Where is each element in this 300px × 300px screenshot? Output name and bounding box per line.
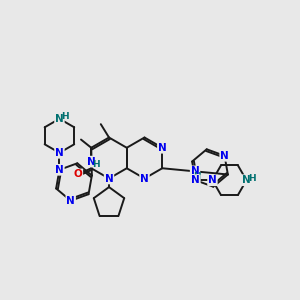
Text: O: O	[74, 169, 82, 179]
Text: H: H	[193, 172, 201, 181]
Text: N: N	[66, 196, 75, 206]
Text: H: H	[92, 160, 99, 169]
Text: N: N	[55, 148, 64, 158]
Text: H: H	[61, 112, 68, 121]
Text: N: N	[220, 151, 229, 161]
Text: N: N	[242, 175, 251, 185]
Text: N: N	[140, 173, 149, 184]
Text: N: N	[191, 175, 200, 185]
Text: N: N	[158, 143, 167, 153]
Text: N: N	[105, 173, 113, 184]
Text: N: N	[55, 165, 64, 175]
Text: N: N	[208, 175, 217, 185]
Text: N: N	[87, 157, 96, 166]
Text: N: N	[55, 114, 64, 124]
Text: H: H	[248, 174, 255, 183]
Text: N: N	[191, 167, 200, 176]
